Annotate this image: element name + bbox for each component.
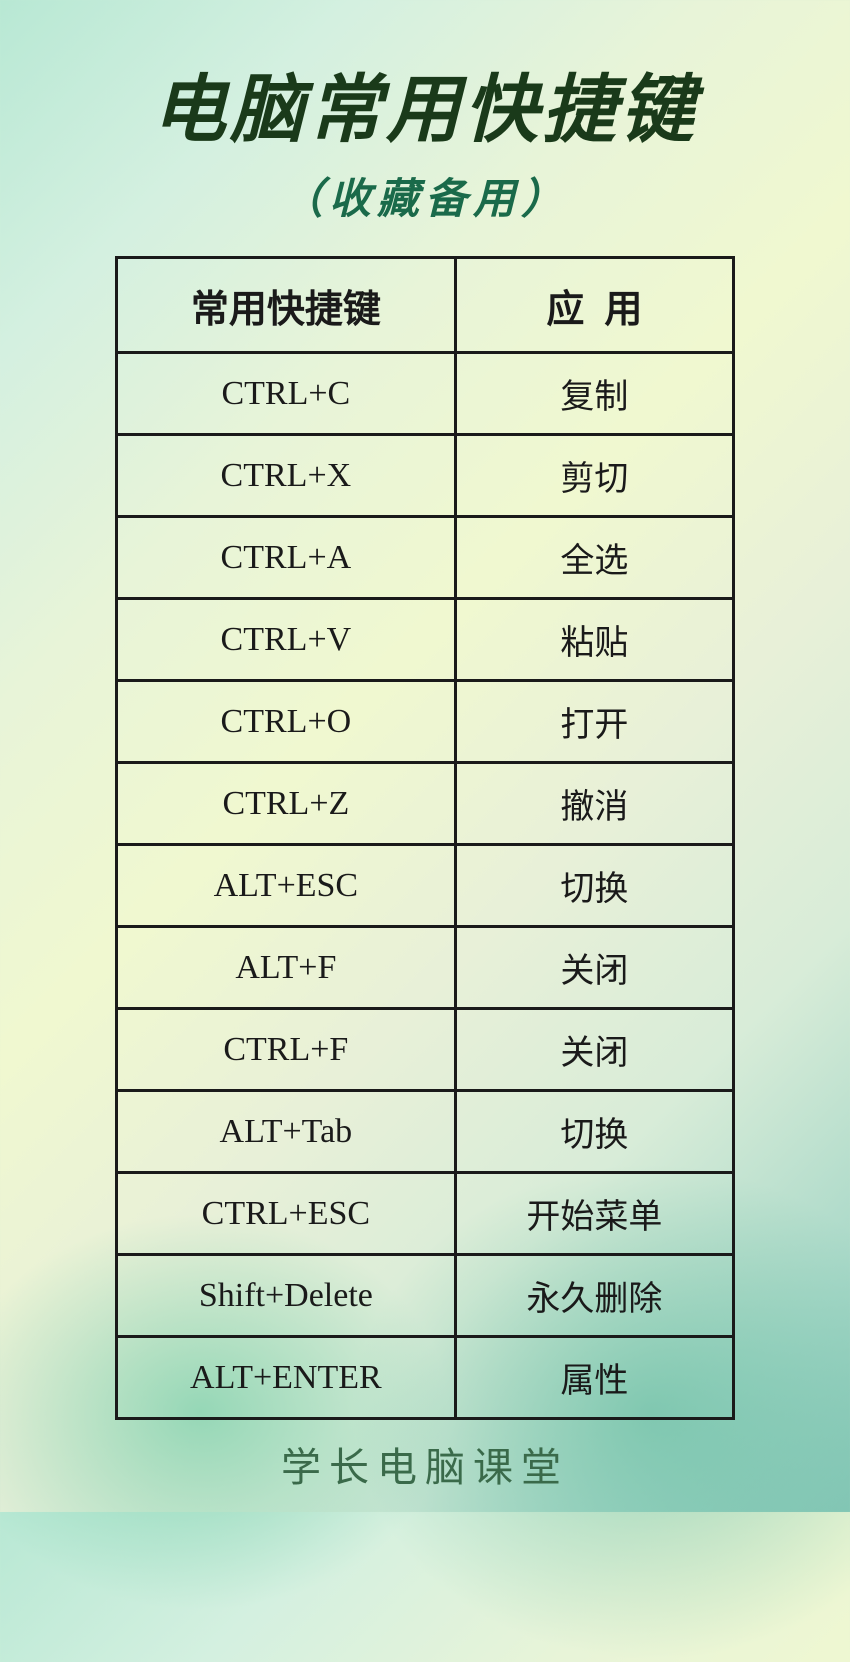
table-body: CTRL+C复制CTRL+X剪切CTRL+A全选CTRL+V粘贴CTRL+O打开… [117,353,734,1419]
table-row: CTRL+X剪切 [117,435,734,517]
cell-shortcut: CTRL+O [117,681,456,763]
cell-shortcut: CTRL+ESC [117,1173,456,1255]
cell-action: 全选 [455,517,733,599]
cell-shortcut: CTRL+Z [117,763,456,845]
table-row: ALT+Tab切换 [117,1091,734,1173]
cell-shortcut: Shift+Delete [117,1255,456,1337]
cell-action: 永久删除 [455,1255,733,1337]
cell-shortcut: ALT+Tab [117,1091,456,1173]
table-row: CTRL+Z撤消 [117,763,734,845]
header-action: 应用 [455,258,733,353]
cell-shortcut: CTRL+A [117,517,456,599]
cell-action: 剪切 [455,435,733,517]
table-row: CTRL+O打开 [117,681,734,763]
cell-action: 关闭 [455,927,733,1009]
page-title: 电脑常用快捷键 [152,50,698,157]
cell-shortcut: ALT+ESC [117,845,456,927]
page-subtitle: （收藏备用） [281,165,569,226]
infographic-container: 电脑常用快捷键 （收藏备用） 常用快捷键 应用 CTRL+C复制CTRL+X剪切… [0,0,850,1512]
table-row: CTRL+ESC开始菜单 [117,1173,734,1255]
cell-action: 切换 [455,845,733,927]
cell-shortcut: ALT+ENTER [117,1337,456,1419]
table-row: Shift+Delete永久删除 [117,1255,734,1337]
table-row: CTRL+F关闭 [117,1009,734,1091]
cell-action: 粘贴 [455,599,733,681]
cell-action: 属性 [455,1337,733,1419]
footer-text: 学长电脑课堂 [281,1435,569,1493]
header-shortcut: 常用快捷键 [117,258,456,353]
cell-shortcut: CTRL+X [117,435,456,517]
table-row: CTRL+C复制 [117,353,734,435]
table-row: ALT+ENTER属性 [117,1337,734,1419]
cell-shortcut: ALT+F [117,927,456,1009]
shortcuts-table: 常用快捷键 应用 CTRL+C复制CTRL+X剪切CTRL+A全选CTRL+V粘… [115,256,735,1420]
cell-action: 关闭 [455,1009,733,1091]
cell-shortcut: CTRL+V [117,599,456,681]
table-row: CTRL+A全选 [117,517,734,599]
cell-action: 打开 [455,681,733,763]
table-row: CTRL+V粘贴 [117,599,734,681]
cell-action: 开始菜单 [455,1173,733,1255]
cell-shortcut: CTRL+C [117,353,456,435]
cell-action: 切换 [455,1091,733,1173]
table-row: ALT+F关闭 [117,927,734,1009]
cell-action: 复制 [455,353,733,435]
cell-action: 撤消 [455,763,733,845]
cell-shortcut: CTRL+F [117,1009,456,1091]
table-header-row: 常用快捷键 应用 [117,258,734,353]
table-row: ALT+ESC切换 [117,845,734,927]
